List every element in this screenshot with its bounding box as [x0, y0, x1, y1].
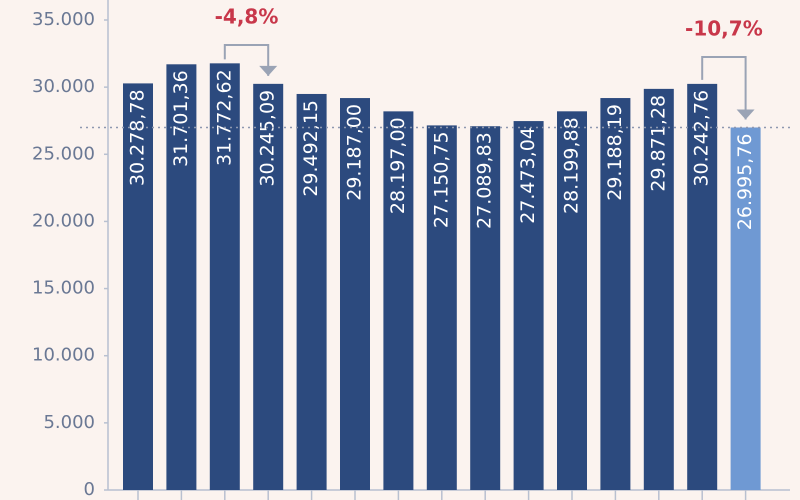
value-label: 30.242,76 — [691, 90, 713, 187]
y-tick-label: 15.000 — [32, 278, 95, 299]
bar — [470, 126, 501, 490]
value-label: 29.187,00 — [344, 104, 366, 201]
value-label: 27.473,04 — [517, 127, 539, 224]
bar — [730, 127, 761, 491]
y-tick-label: 0 — [84, 479, 95, 500]
bar — [296, 93, 327, 490]
y-tick-label: 30.000 — [32, 76, 95, 97]
bar — [687, 83, 718, 490]
bar — [383, 111, 414, 491]
bar — [166, 64, 197, 490]
bar — [557, 111, 587, 491]
value-label: 28.197,00 — [387, 117, 409, 214]
value-label: 31.701,36 — [170, 70, 192, 167]
y-tick-label: 20.000 — [32, 210, 95, 231]
bar — [340, 98, 370, 490]
value-label: 27.089,83 — [474, 132, 496, 229]
y-tick-label: 35.000 — [32, 9, 95, 30]
value-label: 30.245,09 — [257, 90, 279, 187]
y-tick-label: 25.000 — [32, 143, 95, 164]
value-label: 29.492,15 — [300, 100, 322, 197]
bar — [513, 121, 544, 490]
value-label: 27.150,75 — [430, 131, 452, 228]
bar — [209, 63, 240, 490]
bar — [123, 83, 153, 491]
bracket — [223, 44, 270, 76]
bar — [643, 88, 674, 490]
value-label: 31.772,62 — [213, 69, 235, 166]
annotation: -4,8% — [215, 5, 279, 29]
value-label: 29.188,19 — [604, 104, 626, 201]
bracket — [701, 56, 747, 120]
bar — [253, 83, 284, 490]
arrow-head — [259, 65, 278, 76]
bar — [600, 98, 631, 490]
y-tick-label: 5.000 — [43, 412, 95, 433]
annotation: -10,7% — [685, 17, 763, 41]
value-label: 29.871,28 — [647, 95, 669, 192]
value-label: 28.199,88 — [561, 117, 583, 214]
bar — [426, 125, 457, 491]
value-label: 26.995,76 — [734, 133, 756, 230]
value-label: 30.278,78 — [127, 89, 149, 186]
arrow-head — [736, 109, 755, 120]
y-tick-label: 10.000 — [32, 345, 95, 366]
